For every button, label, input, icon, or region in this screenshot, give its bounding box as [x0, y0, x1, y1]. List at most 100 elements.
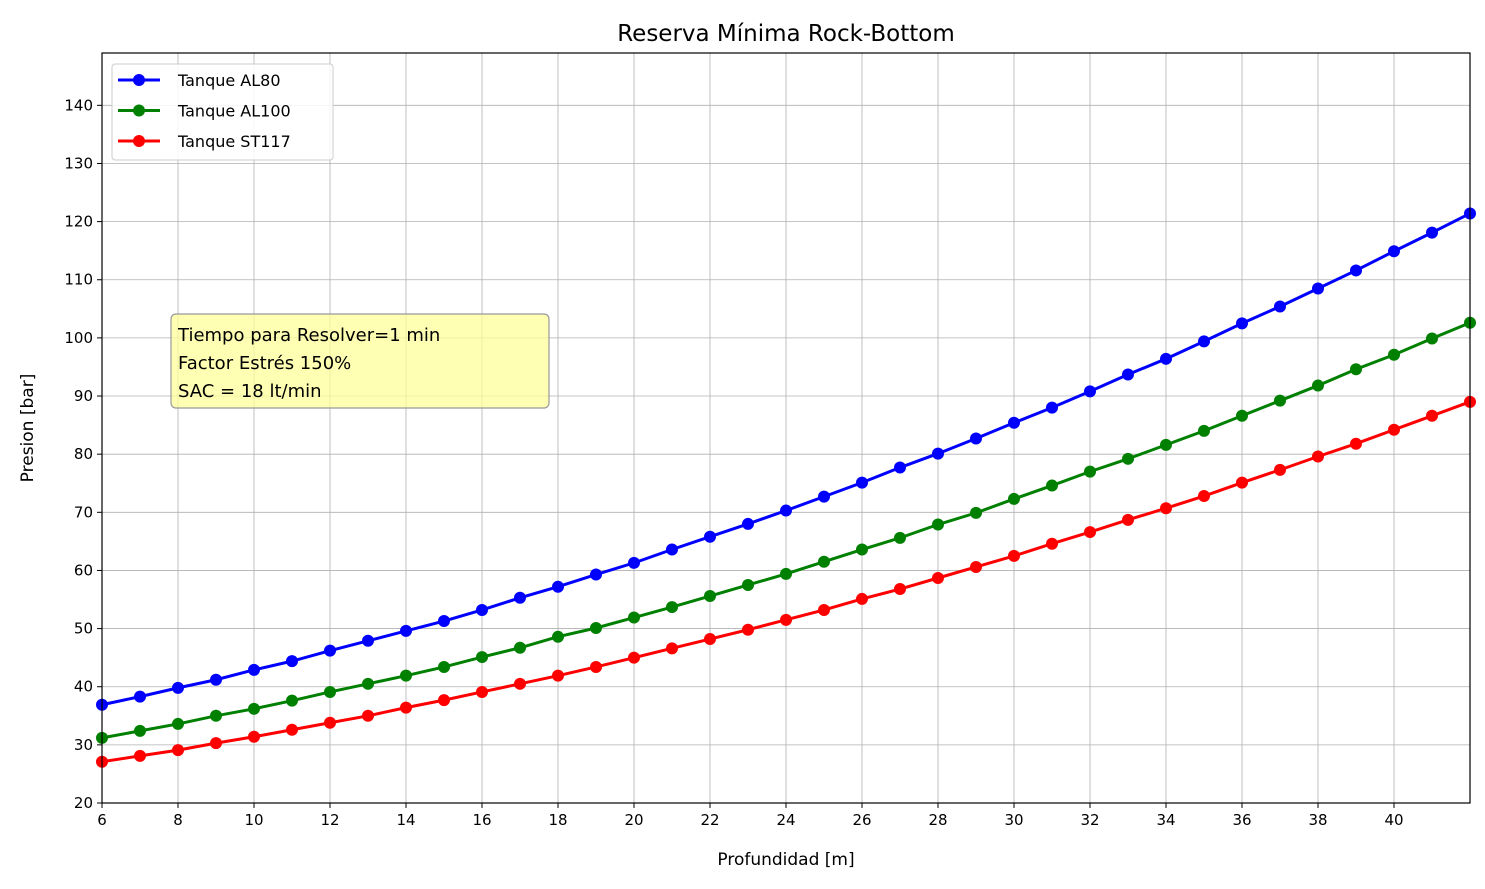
data-point	[324, 716, 336, 729]
x-tick-label: 14	[396, 811, 415, 829]
y-axis-ticks: 20 30 40 50 60 70 80 90 100 110 120 130 140	[64, 96, 102, 812]
data-point	[248, 663, 260, 676]
data-point	[1198, 424, 1210, 437]
annotation-box: Tiempo para Resolver=1 min Factor Estrés…	[170, 313, 550, 409]
y-tick-label: 20	[74, 794, 93, 812]
data-point	[1426, 409, 1438, 422]
y-tick-label: 50	[74, 620, 93, 638]
data-point	[1084, 526, 1096, 539]
data-point	[818, 603, 830, 616]
data-point	[628, 651, 640, 664]
data-point	[362, 634, 374, 647]
data-point	[286, 655, 298, 668]
data-point	[1350, 264, 1362, 277]
y-tick-label: 120	[64, 213, 93, 231]
data-point	[666, 601, 678, 614]
data-point	[1198, 335, 1210, 348]
x-tick-label: 30	[1004, 811, 1023, 829]
data-point	[1274, 300, 1286, 313]
legend-marker	[133, 74, 145, 86]
x-axis-ticks: 6 8 10 12 14 16 18 20 22 24 26 28 30 32 34 36 38 40	[97, 803, 1404, 829]
data-point	[894, 461, 906, 474]
legend-label: Tanque ST117	[177, 132, 291, 151]
data-point	[172, 717, 184, 730]
annotation-line: Tiempo para Resolver=1 min	[177, 325, 440, 346]
y-tick-label: 140	[64, 96, 93, 114]
data-point	[742, 578, 754, 591]
data-point	[552, 630, 564, 643]
series-group	[96, 207, 1476, 768]
data-point	[438, 694, 450, 707]
grid	[101, 53, 1470, 804]
data-point	[1046, 479, 1058, 492]
data-point	[1274, 463, 1286, 476]
data-point	[210, 673, 222, 686]
y-tick-label: 60	[74, 561, 93, 579]
x-tick-label: 24	[776, 811, 795, 829]
data-point	[742, 623, 754, 636]
x-tick-label: 36	[1232, 811, 1251, 829]
x-tick-label: 16	[472, 811, 491, 829]
x-tick-label: 20	[624, 811, 643, 829]
data-point	[134, 690, 146, 703]
data-point	[970, 560, 982, 573]
data-point	[932, 572, 944, 584]
y-tick-label: 70	[74, 503, 93, 521]
data-point	[970, 506, 982, 519]
data-point	[476, 603, 488, 616]
series-tanque-st117	[96, 395, 1476, 768]
data-point	[324, 685, 336, 698]
data-point	[438, 660, 450, 673]
data-point	[970, 432, 982, 445]
x-tick-label: 28	[928, 811, 947, 829]
data-point	[932, 447, 944, 460]
data-point	[248, 730, 260, 743]
data-point	[590, 568, 602, 581]
data-point	[704, 633, 716, 646]
data-point	[1312, 379, 1324, 392]
data-point	[1312, 450, 1324, 463]
data-point	[438, 615, 450, 628]
x-axis-label: Profundidad [m]	[717, 850, 854, 870]
data-point	[1084, 465, 1096, 478]
data-point	[856, 476, 868, 489]
y-axis-label: Presion [bar]	[18, 374, 38, 483]
data-point	[1426, 332, 1438, 345]
x-tick-label: 22	[700, 811, 719, 829]
x-tick-label: 38	[1308, 811, 1327, 829]
data-point	[210, 709, 222, 722]
data-point	[362, 677, 374, 690]
data-point	[932, 518, 944, 531]
data-point	[1350, 437, 1362, 450]
data-point	[1236, 476, 1248, 489]
x-tick-label: 32	[1080, 811, 1099, 829]
data-point	[1160, 438, 1172, 451]
y-tick-label: 100	[64, 329, 93, 347]
data-point	[1046, 401, 1058, 414]
y-tick-label: 130	[64, 154, 93, 172]
data-point	[1122, 513, 1134, 526]
x-tick-label: 6	[97, 811, 107, 829]
data-point	[1388, 348, 1400, 361]
data-point	[856, 543, 868, 556]
data-point	[1388, 423, 1400, 436]
data-point	[514, 641, 526, 654]
x-tick-label: 18	[548, 811, 567, 829]
legend-marker	[133, 104, 145, 117]
data-point	[1008, 492, 1020, 505]
data-point	[666, 543, 678, 556]
legend-marker	[133, 135, 145, 147]
legend-label: Tanque AL80	[177, 71, 281, 90]
y-tick-label: 90	[74, 387, 93, 405]
chart-title: Reserva Mínima Rock-Bottom	[617, 21, 955, 47]
data-point	[286, 694, 298, 707]
data-point	[400, 669, 412, 682]
data-point	[818, 490, 830, 503]
data-point	[628, 611, 640, 624]
data-point	[400, 701, 412, 714]
data-point	[1008, 416, 1020, 429]
data-point	[1350, 363, 1362, 376]
data-point	[210, 737, 222, 750]
data-point	[780, 613, 792, 626]
